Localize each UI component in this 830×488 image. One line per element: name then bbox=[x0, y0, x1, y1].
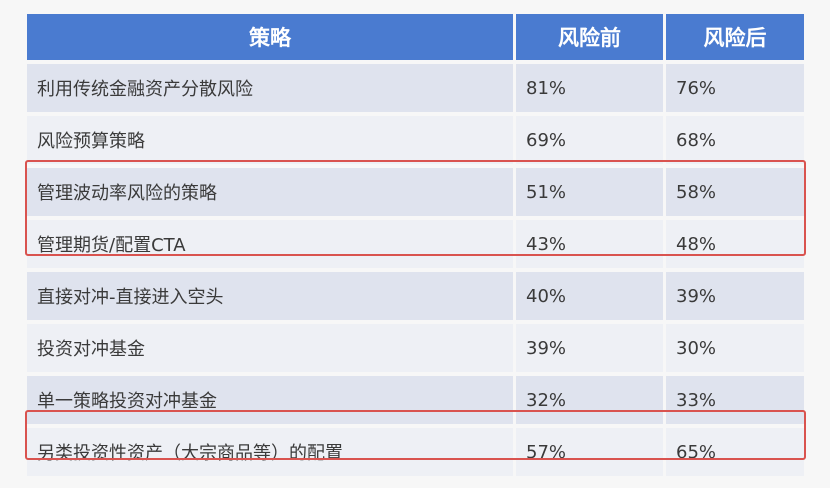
table-row: 直接对冲-直接进入空头 40% 39% bbox=[27, 268, 804, 320]
strategy-cell: 单一策略投资对冲基金 bbox=[27, 376, 513, 424]
after-cell: 30% bbox=[666, 324, 804, 372]
after-cell: 39% bbox=[666, 272, 804, 320]
header-after-risk: 风险后 bbox=[666, 14, 804, 60]
after-cell: 76% bbox=[666, 64, 804, 112]
strategy-table: 策略 风险前 风险后 利用传统金融资产分散风险 81% 76% 风险预算策略 6… bbox=[27, 14, 804, 476]
after-cell: 68% bbox=[666, 116, 804, 164]
before-cell: 40% bbox=[516, 272, 663, 320]
header-strategy: 策略 bbox=[27, 14, 513, 60]
table-row: 投资对冲基金 39% 30% bbox=[27, 320, 804, 372]
table-row: 利用传统金融资产分散风险 81% 76% bbox=[27, 60, 804, 112]
before-cell: 39% bbox=[516, 324, 663, 372]
strategy-cell: 投资对冲基金 bbox=[27, 324, 513, 372]
before-cell: 57% bbox=[516, 428, 663, 476]
table-row: 管理波动率风险的策略 51% 58% bbox=[27, 164, 804, 216]
after-cell: 48% bbox=[666, 220, 804, 268]
strategy-cell: 利用传统金融资产分散风险 bbox=[27, 64, 513, 112]
strategy-cell: 直接对冲-直接进入空头 bbox=[27, 272, 513, 320]
after-cell: 58% bbox=[666, 168, 804, 216]
strategy-cell: 管理波动率风险的策略 bbox=[27, 168, 513, 216]
table-row: 管理期货/配置CTA 43% 48% bbox=[27, 216, 804, 268]
strategy-cell: 风险预算策略 bbox=[27, 116, 513, 164]
table-row: 单一策略投资对冲基金 32% 33% bbox=[27, 372, 804, 424]
table-header-row: 策略 风险前 风险后 bbox=[27, 14, 804, 60]
before-cell: 43% bbox=[516, 220, 663, 268]
before-cell: 69% bbox=[516, 116, 663, 164]
table-row: 另类投资性资产（大宗商品等）的配置 57% 65% bbox=[27, 424, 804, 476]
before-cell: 51% bbox=[516, 168, 663, 216]
header-before-risk: 风险前 bbox=[516, 14, 663, 60]
before-cell: 32% bbox=[516, 376, 663, 424]
before-cell: 81% bbox=[516, 64, 663, 112]
strategy-cell: 另类投资性资产（大宗商品等）的配置 bbox=[27, 428, 513, 476]
after-cell: 65% bbox=[666, 428, 804, 476]
strategy-cell: 管理期货/配置CTA bbox=[27, 220, 513, 268]
table-row: 风险预算策略 69% 68% bbox=[27, 112, 804, 164]
after-cell: 33% bbox=[666, 376, 804, 424]
